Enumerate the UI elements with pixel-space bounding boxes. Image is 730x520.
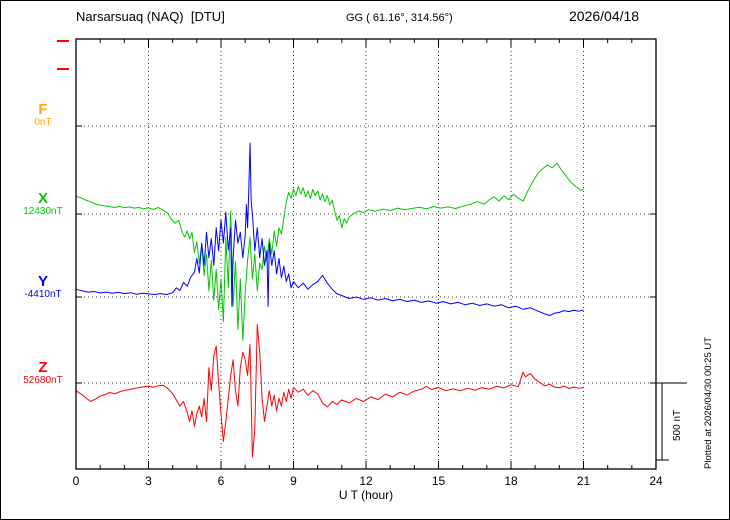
scale-bar-label: 500 nT	[672, 409, 683, 441]
station-coordinates: GG ( 61.16°, 314.56°)	[346, 12, 453, 24]
legend-item-X: X 12430nT	[15, 191, 71, 218]
x-tick-label: 15	[432, 474, 446, 488]
plot-frame	[75, 38, 657, 470]
x-tick-label: 24	[649, 474, 663, 488]
legend-Z-label: Z	[38, 359, 48, 376]
plotted-at-timestamp: Plotted at 2026/04/30 00:25 UT	[703, 336, 714, 469]
trace-X	[75, 162, 584, 341]
x-tick-label: 18	[504, 474, 518, 488]
x-tick-label: 3	[145, 474, 152, 488]
page-title: Narsarsuaq (NAQ) [DTU]	[76, 9, 225, 24]
x-tick-label: 9	[290, 474, 297, 488]
red-tick-marker	[57, 40, 69, 42]
legend-Y-label: Y	[37, 273, 48, 290]
legend-item-Z: Z 52680nT	[15, 360, 71, 387]
legend-X-label: X	[37, 190, 48, 207]
x-tick-label: 0	[73, 474, 80, 488]
legend-F-baseline-value: 0nT	[34, 117, 52, 128]
legend-item-F: F 0nT	[15, 102, 71, 129]
x-tick-label: 6	[218, 474, 225, 488]
x-axis-title: U T (hour)	[338, 488, 394, 502]
observation-date: 2026/04/18	[569, 8, 640, 24]
x-tick-label: 21	[577, 474, 591, 488]
x-tick-label: 12	[359, 474, 373, 488]
legend-Z-baseline-value: 52680nT	[23, 375, 63, 386]
legend-item-Y: Y -4410nT	[15, 274, 71, 301]
trace-Z	[75, 324, 584, 458]
red-tick-marker	[57, 68, 69, 70]
trace-Y	[75, 142, 584, 316]
legend-Y-baseline-value: -4410nT	[24, 289, 62, 300]
legend-X-baseline-value: 12430nT	[23, 206, 63, 217]
legend-F-label: F	[38, 101, 48, 118]
